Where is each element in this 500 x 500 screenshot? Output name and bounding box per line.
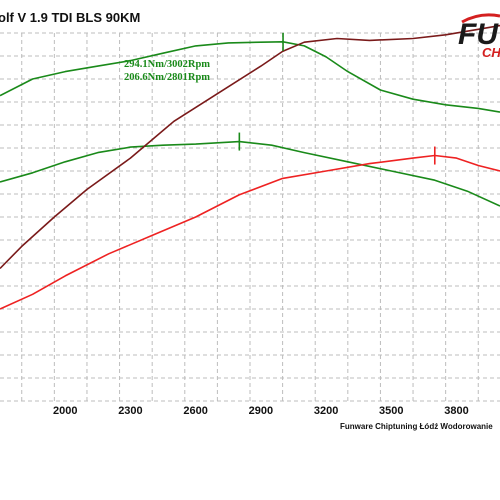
x-tick-label: 3800 bbox=[444, 405, 468, 417]
brand-logo: FU CH bbox=[458, 13, 500, 60]
chart-title: olf V 1.9 TDI BLS 90KM bbox=[0, 10, 140, 25]
x-tick-label: 2600 bbox=[183, 405, 207, 417]
annotation-peak-torque-tuned: 294.1Nm/3002Rpm bbox=[124, 59, 210, 70]
logo-text-small: CH bbox=[482, 45, 500, 60]
x-tick-label: 2300 bbox=[118, 405, 142, 417]
x-tick-label: 2900 bbox=[249, 405, 273, 417]
x-tick-labels: 2000 2300 2600 2900 3200 3500 3800 bbox=[53, 405, 469, 417]
x-tick-label: 3500 bbox=[379, 405, 403, 417]
footer-credit: Funware Chiptuning Łódź Wodorowanie bbox=[340, 422, 493, 431]
series-line-0 bbox=[0, 41, 500, 113]
annotation-peak-torque-stock: 206.6Nm/2801Rpm bbox=[124, 72, 210, 83]
x-tick-label: 2000 bbox=[53, 405, 77, 417]
series-line-3 bbox=[0, 154, 500, 310]
series-line-2 bbox=[0, 24, 500, 270]
x-tick-label: 3200 bbox=[314, 405, 338, 417]
logo-swoosh bbox=[461, 13, 500, 24]
grid bbox=[0, 32, 500, 402]
marker-layer bbox=[238, 32, 436, 165]
logo-text-large: FU bbox=[458, 18, 499, 51]
